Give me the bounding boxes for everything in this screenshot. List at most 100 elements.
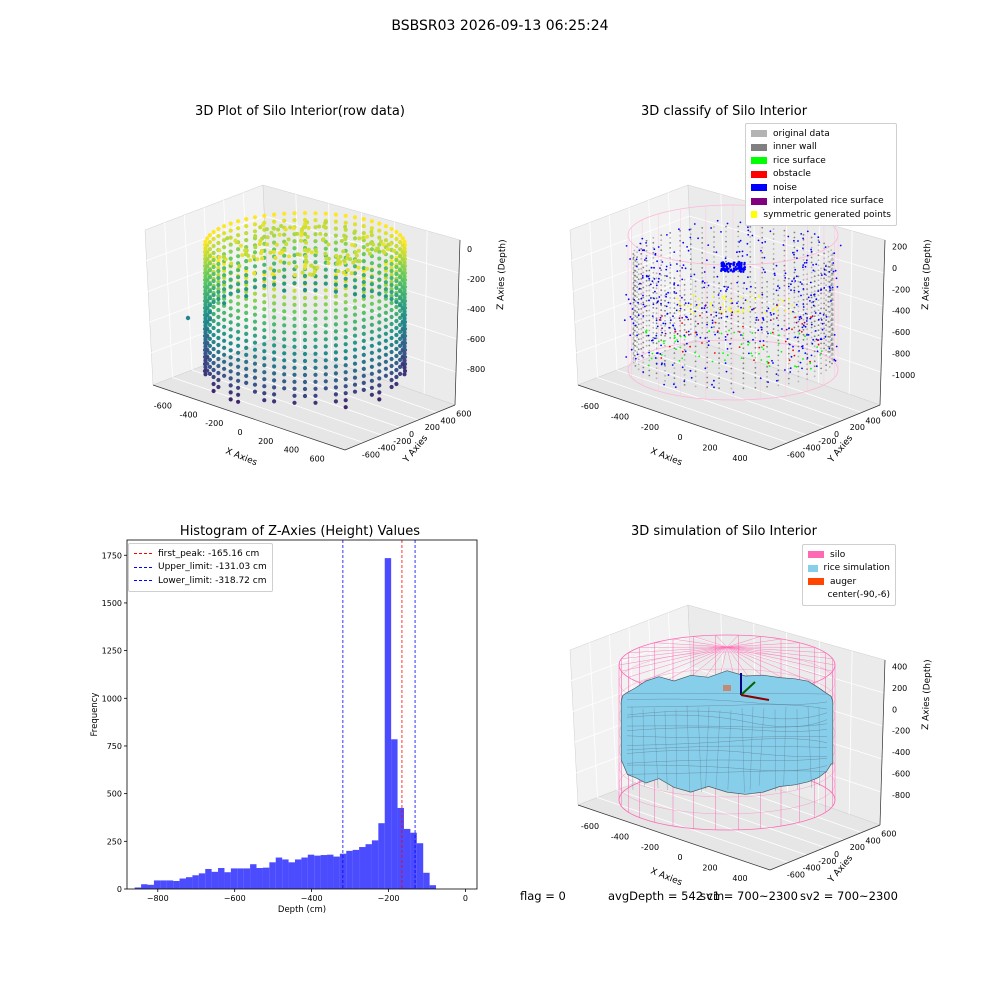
noise-point bbox=[653, 248, 656, 251]
wall-point bbox=[806, 323, 808, 325]
grid-line bbox=[693, 308, 882, 373]
wall-point bbox=[766, 335, 768, 338]
y-tick-label: 400 bbox=[440, 416, 455, 425]
data-point bbox=[207, 357, 212, 362]
wall-point bbox=[820, 367, 822, 370]
data-point bbox=[272, 212, 277, 217]
wall-point bbox=[713, 326, 715, 328]
data-point bbox=[369, 357, 374, 362]
data-point bbox=[260, 223, 265, 228]
wall-point bbox=[718, 382, 720, 385]
data-point bbox=[248, 258, 253, 263]
data-point bbox=[282, 344, 287, 349]
wall-point bbox=[679, 229, 681, 232]
data-point bbox=[306, 247, 311, 252]
noise-point bbox=[736, 302, 738, 305]
data-point bbox=[377, 277, 382, 282]
wall-point bbox=[637, 278, 640, 281]
noise-point bbox=[629, 316, 632, 318]
wall-point bbox=[637, 328, 640, 331]
data-point bbox=[282, 351, 287, 356]
noise-point bbox=[650, 297, 652, 299]
noise-point bbox=[823, 273, 826, 276]
wall-point bbox=[772, 233, 775, 235]
wall-point bbox=[673, 342, 676, 344]
z-tick-label: -200 bbox=[467, 275, 485, 284]
wall-point bbox=[825, 339, 827, 342]
wall-point bbox=[718, 302, 720, 305]
grid-line bbox=[848, 230, 853, 395]
wall-point bbox=[830, 309, 833, 311]
noise-point bbox=[716, 219, 719, 222]
data-point bbox=[402, 365, 407, 370]
data-point bbox=[369, 378, 374, 383]
wall-point bbox=[632, 288, 635, 290]
data-point bbox=[216, 226, 221, 232]
data-point bbox=[228, 291, 233, 296]
noise-point bbox=[658, 296, 661, 298]
data-point bbox=[361, 352, 366, 357]
wall-point bbox=[777, 309, 780, 312]
wall-point bbox=[825, 314, 827, 317]
data-point bbox=[352, 375, 358, 380]
data-point bbox=[333, 289, 338, 294]
data-point bbox=[389, 363, 394, 369]
data-point bbox=[244, 317, 249, 322]
y-tick-label: -400 bbox=[378, 444, 396, 453]
wall-point bbox=[689, 318, 692, 321]
wall-point bbox=[802, 313, 805, 316]
wall-point bbox=[766, 350, 768, 353]
wall-point bbox=[632, 353, 635, 355]
noise-point bbox=[819, 312, 821, 315]
noise-point bbox=[665, 305, 668, 308]
noise-point bbox=[746, 254, 749, 256]
noise-point bbox=[762, 340, 765, 342]
noise-point bbox=[726, 315, 729, 318]
data-point bbox=[222, 294, 227, 299]
data-point bbox=[262, 283, 267, 288]
data-point bbox=[211, 236, 216, 242]
wall-point bbox=[749, 331, 752, 333]
data-point bbox=[343, 307, 348, 312]
noise-point bbox=[655, 284, 658, 287]
data-point bbox=[216, 272, 221, 278]
wall-point bbox=[783, 239, 786, 242]
wall-point bbox=[828, 261, 831, 263]
wall-point bbox=[640, 338, 643, 340]
wall-point bbox=[701, 297, 704, 299]
wall-point bbox=[660, 244, 663, 247]
noise-point bbox=[672, 324, 674, 327]
wall-point bbox=[660, 289, 663, 292]
noise-point bbox=[644, 259, 646, 261]
wall-point bbox=[730, 287, 733, 290]
wall-point bbox=[806, 328, 808, 330]
noise-point bbox=[821, 328, 824, 331]
data-point bbox=[236, 329, 241, 334]
wall-point bbox=[689, 238, 692, 241]
wall-point bbox=[679, 289, 681, 292]
noise-point bbox=[693, 273, 696, 276]
noise-point bbox=[714, 333, 716, 336]
wall-point bbox=[679, 259, 681, 262]
wall-point bbox=[694, 295, 697, 298]
wall-point bbox=[652, 271, 655, 274]
wall-point bbox=[810, 256, 813, 259]
noise-point bbox=[812, 264, 814, 266]
data-point bbox=[211, 388, 216, 394]
wall-point bbox=[713, 226, 715, 228]
noise-point bbox=[673, 383, 675, 386]
wall-point bbox=[754, 311, 757, 314]
wall-point bbox=[633, 254, 636, 257]
wall-point bbox=[632, 348, 635, 350]
data-point bbox=[228, 369, 233, 374]
data-point bbox=[400, 327, 405, 332]
data-point bbox=[402, 267, 407, 272]
noise-point bbox=[650, 266, 653, 269]
data-point bbox=[244, 266, 249, 271]
data-point bbox=[228, 277, 233, 282]
wall-point bbox=[831, 314, 834, 316]
wall-point bbox=[694, 285, 697, 288]
data-point bbox=[282, 379, 287, 384]
wall-point bbox=[831, 337, 834, 340]
data-point bbox=[262, 213, 267, 218]
